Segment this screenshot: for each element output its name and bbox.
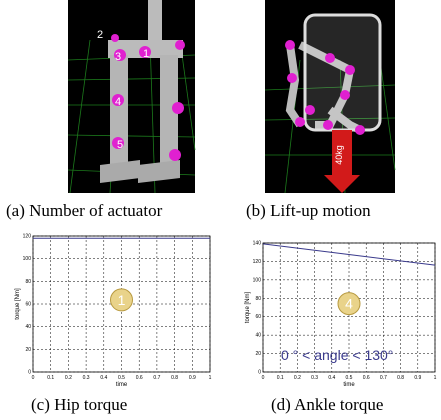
y-tick-label: 100	[23, 256, 32, 262]
x-tick-label: 0.6	[363, 375, 370, 381]
x-tick-label: 0.1	[277, 375, 284, 381]
y-tick-label: 120	[23, 234, 32, 240]
x-tick-label: 0.5	[118, 375, 125, 381]
figure: 2 3 1 4 5 (a) Number of actuator 40kg (b…	[0, 0, 441, 420]
caption: (a) Number of actuator	[6, 201, 163, 220]
y-tick-label: 140	[253, 241, 262, 247]
x-tick-label: 1	[209, 375, 212, 381]
x-axis-label: time	[116, 382, 128, 388]
x-tick-label: 0.8	[171, 375, 178, 381]
caption: (b) Lift-up motion	[246, 201, 371, 220]
y-tick-label: 40	[25, 324, 31, 330]
y-axis-label: torque [Nm]	[15, 288, 21, 320]
robot-image	[68, 0, 195, 193]
load-label: 40kg	[334, 145, 344, 165]
x-tick-label: 0.4	[100, 375, 107, 381]
y-tick-label: 60	[25, 302, 31, 308]
x-tick-label: 1	[434, 375, 437, 381]
x-tick-label: 0.5	[346, 375, 353, 381]
actuator-label: 2	[97, 29, 103, 41]
annotation: 0 ° < angle < 130°	[281, 347, 393, 363]
caption: (c) Hip torque	[31, 395, 127, 414]
x-tick-label: 0.3	[311, 375, 318, 381]
badge-label: 4	[345, 296, 353, 312]
y-tick-label: 80	[25, 279, 31, 285]
x-tick-label: 0.4	[328, 375, 335, 381]
x-axis-label: time	[343, 382, 355, 388]
badge-label: 1	[118, 292, 126, 308]
x-tick-label: 0.6	[136, 375, 143, 381]
y-tick-label: 60	[255, 314, 261, 320]
x-tick-label: 0	[32, 375, 35, 381]
x-tick-label: 0.8	[397, 375, 404, 381]
x-tick-label: 0.2	[294, 375, 301, 381]
y-tick-label: 120	[253, 259, 262, 265]
x-tick-label: 0.3	[83, 375, 90, 381]
x-tick-label: 0.7	[380, 375, 387, 381]
y-axis-label: torque [Nm]	[245, 292, 251, 324]
actuator-label: 1	[143, 48, 149, 60]
page: 2 3 1 4 5 (a) Number of actuator 40kg (b…	[0, 0, 441, 420]
x-tick-label: 0.7	[153, 375, 160, 381]
caption: (d) Ankle torque	[271, 395, 383, 414]
x-tick-label: 0.9	[189, 375, 196, 381]
y-tick-label: 20	[25, 347, 31, 353]
y-tick-label: 20	[255, 351, 261, 357]
y-tick-label: 80	[255, 296, 261, 302]
x-tick-label: 0.9	[414, 375, 421, 381]
actuator-label: 4	[115, 96, 121, 108]
x-tick-label: 0.1	[47, 375, 54, 381]
y-tick-label: 40	[255, 333, 261, 339]
actuator-label: 3	[115, 51, 121, 63]
actuator-label: 5	[117, 139, 123, 151]
lift-image	[265, 0, 395, 193]
x-tick-label: 0.2	[65, 375, 72, 381]
x-tick-label: 0	[262, 375, 265, 381]
y-tick-label: 100	[253, 277, 262, 283]
